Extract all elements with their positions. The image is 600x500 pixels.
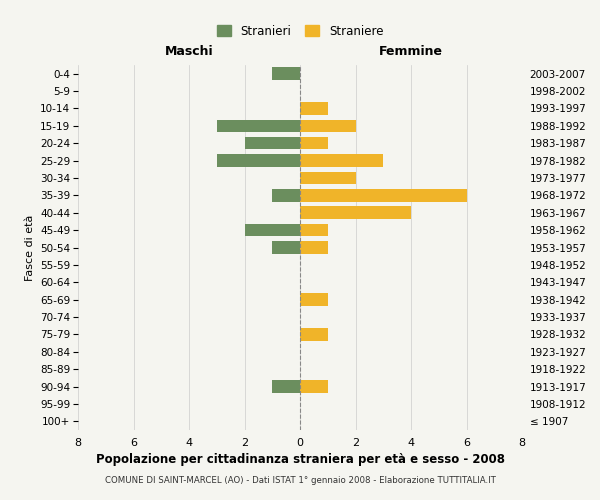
Bar (272, 241, 300, 254)
Bar (300, 172, 355, 184)
Bar (300, 154, 383, 167)
Text: Popolazione per cittadinanza straniera per età e sesso - 2008: Popolazione per cittadinanza straniera p… (95, 452, 505, 466)
Bar (245, 224, 300, 236)
Text: COMUNE DI SAINT-MARCEL (AO) - Dati ISTAT 1° gennaio 2008 - Elaborazione TUTTITAL: COMUNE DI SAINT-MARCEL (AO) - Dati ISTAT… (104, 476, 496, 485)
Bar (300, 241, 328, 254)
Bar (300, 380, 328, 393)
Bar (300, 224, 328, 236)
Bar (245, 137, 300, 149)
Legend: Stranieri, Straniere: Stranieri, Straniere (212, 20, 388, 42)
Bar (300, 189, 467, 202)
Bar (217, 154, 300, 167)
Bar (300, 102, 328, 115)
Bar (300, 294, 328, 306)
Text: Femmine: Femmine (379, 44, 443, 58)
Y-axis label: Anni di nascita: Anni di nascita (598, 206, 600, 289)
Bar (300, 137, 328, 149)
Bar (300, 206, 411, 219)
Text: Maschi: Maschi (164, 44, 214, 58)
Bar (272, 189, 300, 202)
Bar (272, 380, 300, 393)
Bar (217, 120, 300, 132)
Y-axis label: Fasce di età: Fasce di età (25, 214, 35, 280)
Bar (300, 120, 355, 132)
Bar (300, 328, 328, 340)
Bar (272, 68, 300, 80)
